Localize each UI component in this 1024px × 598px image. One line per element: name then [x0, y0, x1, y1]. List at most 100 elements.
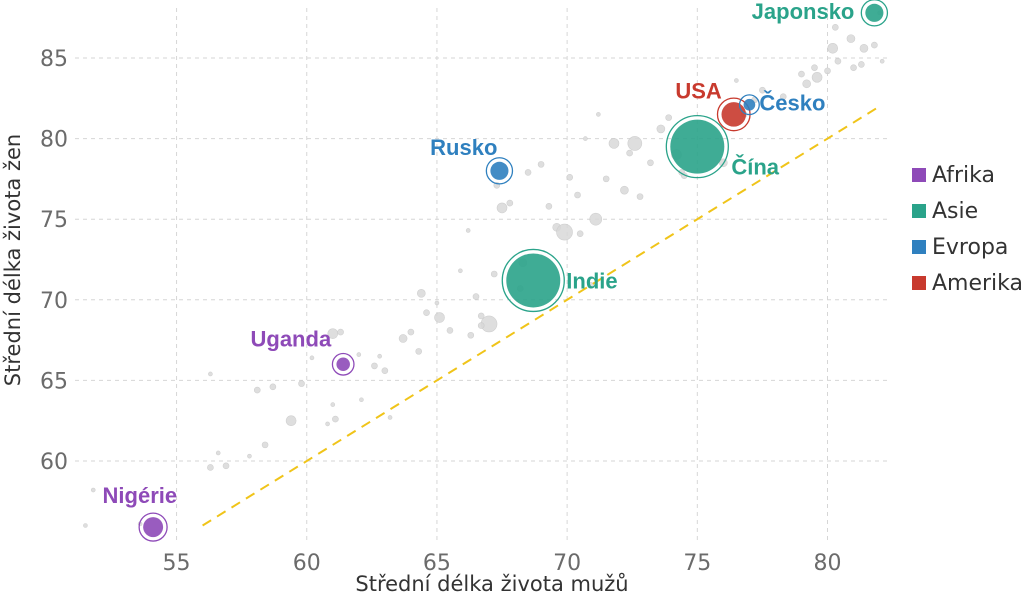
- x-tick-label: 55: [163, 551, 191, 576]
- point-rusko: [490, 161, 509, 180]
- background-point: [566, 173, 574, 181]
- background-point: [434, 300, 440, 306]
- background-point: [467, 331, 475, 339]
- legend-swatch: [912, 168, 926, 182]
- point-label: Japonsko: [752, 0, 855, 24]
- reference-line-equal: [202, 105, 881, 527]
- legend-swatch: [912, 276, 926, 290]
- background-point: [407, 328, 415, 336]
- background-point: [859, 44, 869, 53]
- background-point: [576, 230, 584, 237]
- background-point: [811, 72, 823, 83]
- background-point: [811, 64, 818, 71]
- background-point: [90, 487, 96, 493]
- point-ring: [860, 0, 889, 27]
- x-axis-label: Střední délka života mužů: [355, 572, 628, 596]
- point-ring: [485, 157, 514, 185]
- background-point: [850, 64, 857, 71]
- background-point: [446, 327, 454, 334]
- background-point: [434, 312, 445, 323]
- point-ring: [501, 248, 565, 313]
- point-label: Uganda: [251, 326, 332, 351]
- x-tick-label: 70: [553, 551, 581, 576]
- background-point: [620, 185, 629, 195]
- point-usa: [721, 102, 747, 127]
- background-point: [415, 348, 423, 355]
- point-ring: [331, 352, 355, 376]
- background-point: [858, 61, 865, 68]
- background-point: [83, 523, 88, 528]
- y-tick-label: 70: [40, 289, 68, 314]
- background-point: [608, 138, 620, 149]
- background-point: [356, 352, 362, 357]
- background-point: [589, 212, 603, 226]
- legend-swatch: [912, 204, 926, 218]
- background-point: [602, 175, 610, 183]
- background-point: [824, 67, 831, 75]
- point-česko: [743, 98, 756, 111]
- background-point: [371, 362, 378, 370]
- legend-item: Asie: [932, 199, 978, 224]
- point-nigérie: [143, 517, 164, 538]
- background-point: [583, 136, 588, 141]
- background-point: [215, 450, 221, 456]
- x-tick-label: 65: [423, 551, 451, 576]
- y-tick-label: 80: [40, 128, 68, 153]
- background-point: [490, 270, 498, 278]
- background-point: [627, 136, 643, 151]
- background-point: [587, 281, 594, 289]
- background-point: [417, 289, 426, 298]
- background-point: [636, 193, 644, 200]
- y-axis-label: Střední délka života žen: [1, 134, 25, 386]
- y-tick-label: 85: [40, 47, 68, 72]
- background-point: [524, 169, 532, 176]
- legend: Afrika Asie Evropa Amerika: [912, 163, 1023, 296]
- background-point: [330, 402, 336, 407]
- background-point: [496, 202, 508, 214]
- point-ring: [138, 512, 168, 542]
- background-point: [261, 441, 269, 449]
- background-point: [656, 124, 666, 134]
- background-point: [779, 93, 787, 100]
- background-point: [647, 159, 654, 167]
- background-point: [834, 57, 842, 65]
- highlighted-points: Japonsko USA Česko Čína Rusko Indie Uganda Nigé…: [103, 0, 889, 542]
- background-point: [665, 114, 672, 121]
- background-point: [207, 464, 214, 471]
- background-point: [472, 293, 480, 300]
- background-point: [285, 415, 297, 427]
- background-point: [596, 112, 601, 117]
- background-point: [832, 24, 839, 31]
- grid: [75, 8, 890, 540]
- background-point: [423, 309, 430, 316]
- point-ring: [665, 114, 729, 179]
- point-label: Rusko: [430, 135, 497, 160]
- background-point: [734, 78, 739, 83]
- background-point: [626, 149, 633, 157]
- y-tick-label: 60: [40, 450, 68, 475]
- point-label: Čína: [731, 155, 779, 180]
- x-tick-label: 80: [814, 551, 842, 576]
- background-point: [359, 397, 364, 403]
- background-point: [537, 161, 545, 168]
- point-label: USA: [675, 78, 722, 103]
- background-point: [298, 380, 305, 387]
- point-ring: [738, 94, 760, 116]
- background-point: [458, 268, 463, 274]
- background-point: [398, 334, 408, 343]
- background-point: [871, 41, 878, 49]
- background-point: [247, 453, 252, 459]
- x-tick-label: 75: [683, 551, 711, 576]
- background-point: [222, 462, 230, 470]
- background-point: [269, 383, 277, 391]
- background-point: [253, 386, 261, 394]
- background-point: [387, 415, 393, 420]
- point-label: Indie: [566, 268, 617, 293]
- x-tick-label: 60: [293, 551, 321, 576]
- background-point: [759, 86, 766, 94]
- point-japonsko: [865, 3, 884, 22]
- background-point: [377, 353, 382, 359]
- background-point: [545, 202, 553, 210]
- point-label: Česko: [759, 91, 825, 116]
